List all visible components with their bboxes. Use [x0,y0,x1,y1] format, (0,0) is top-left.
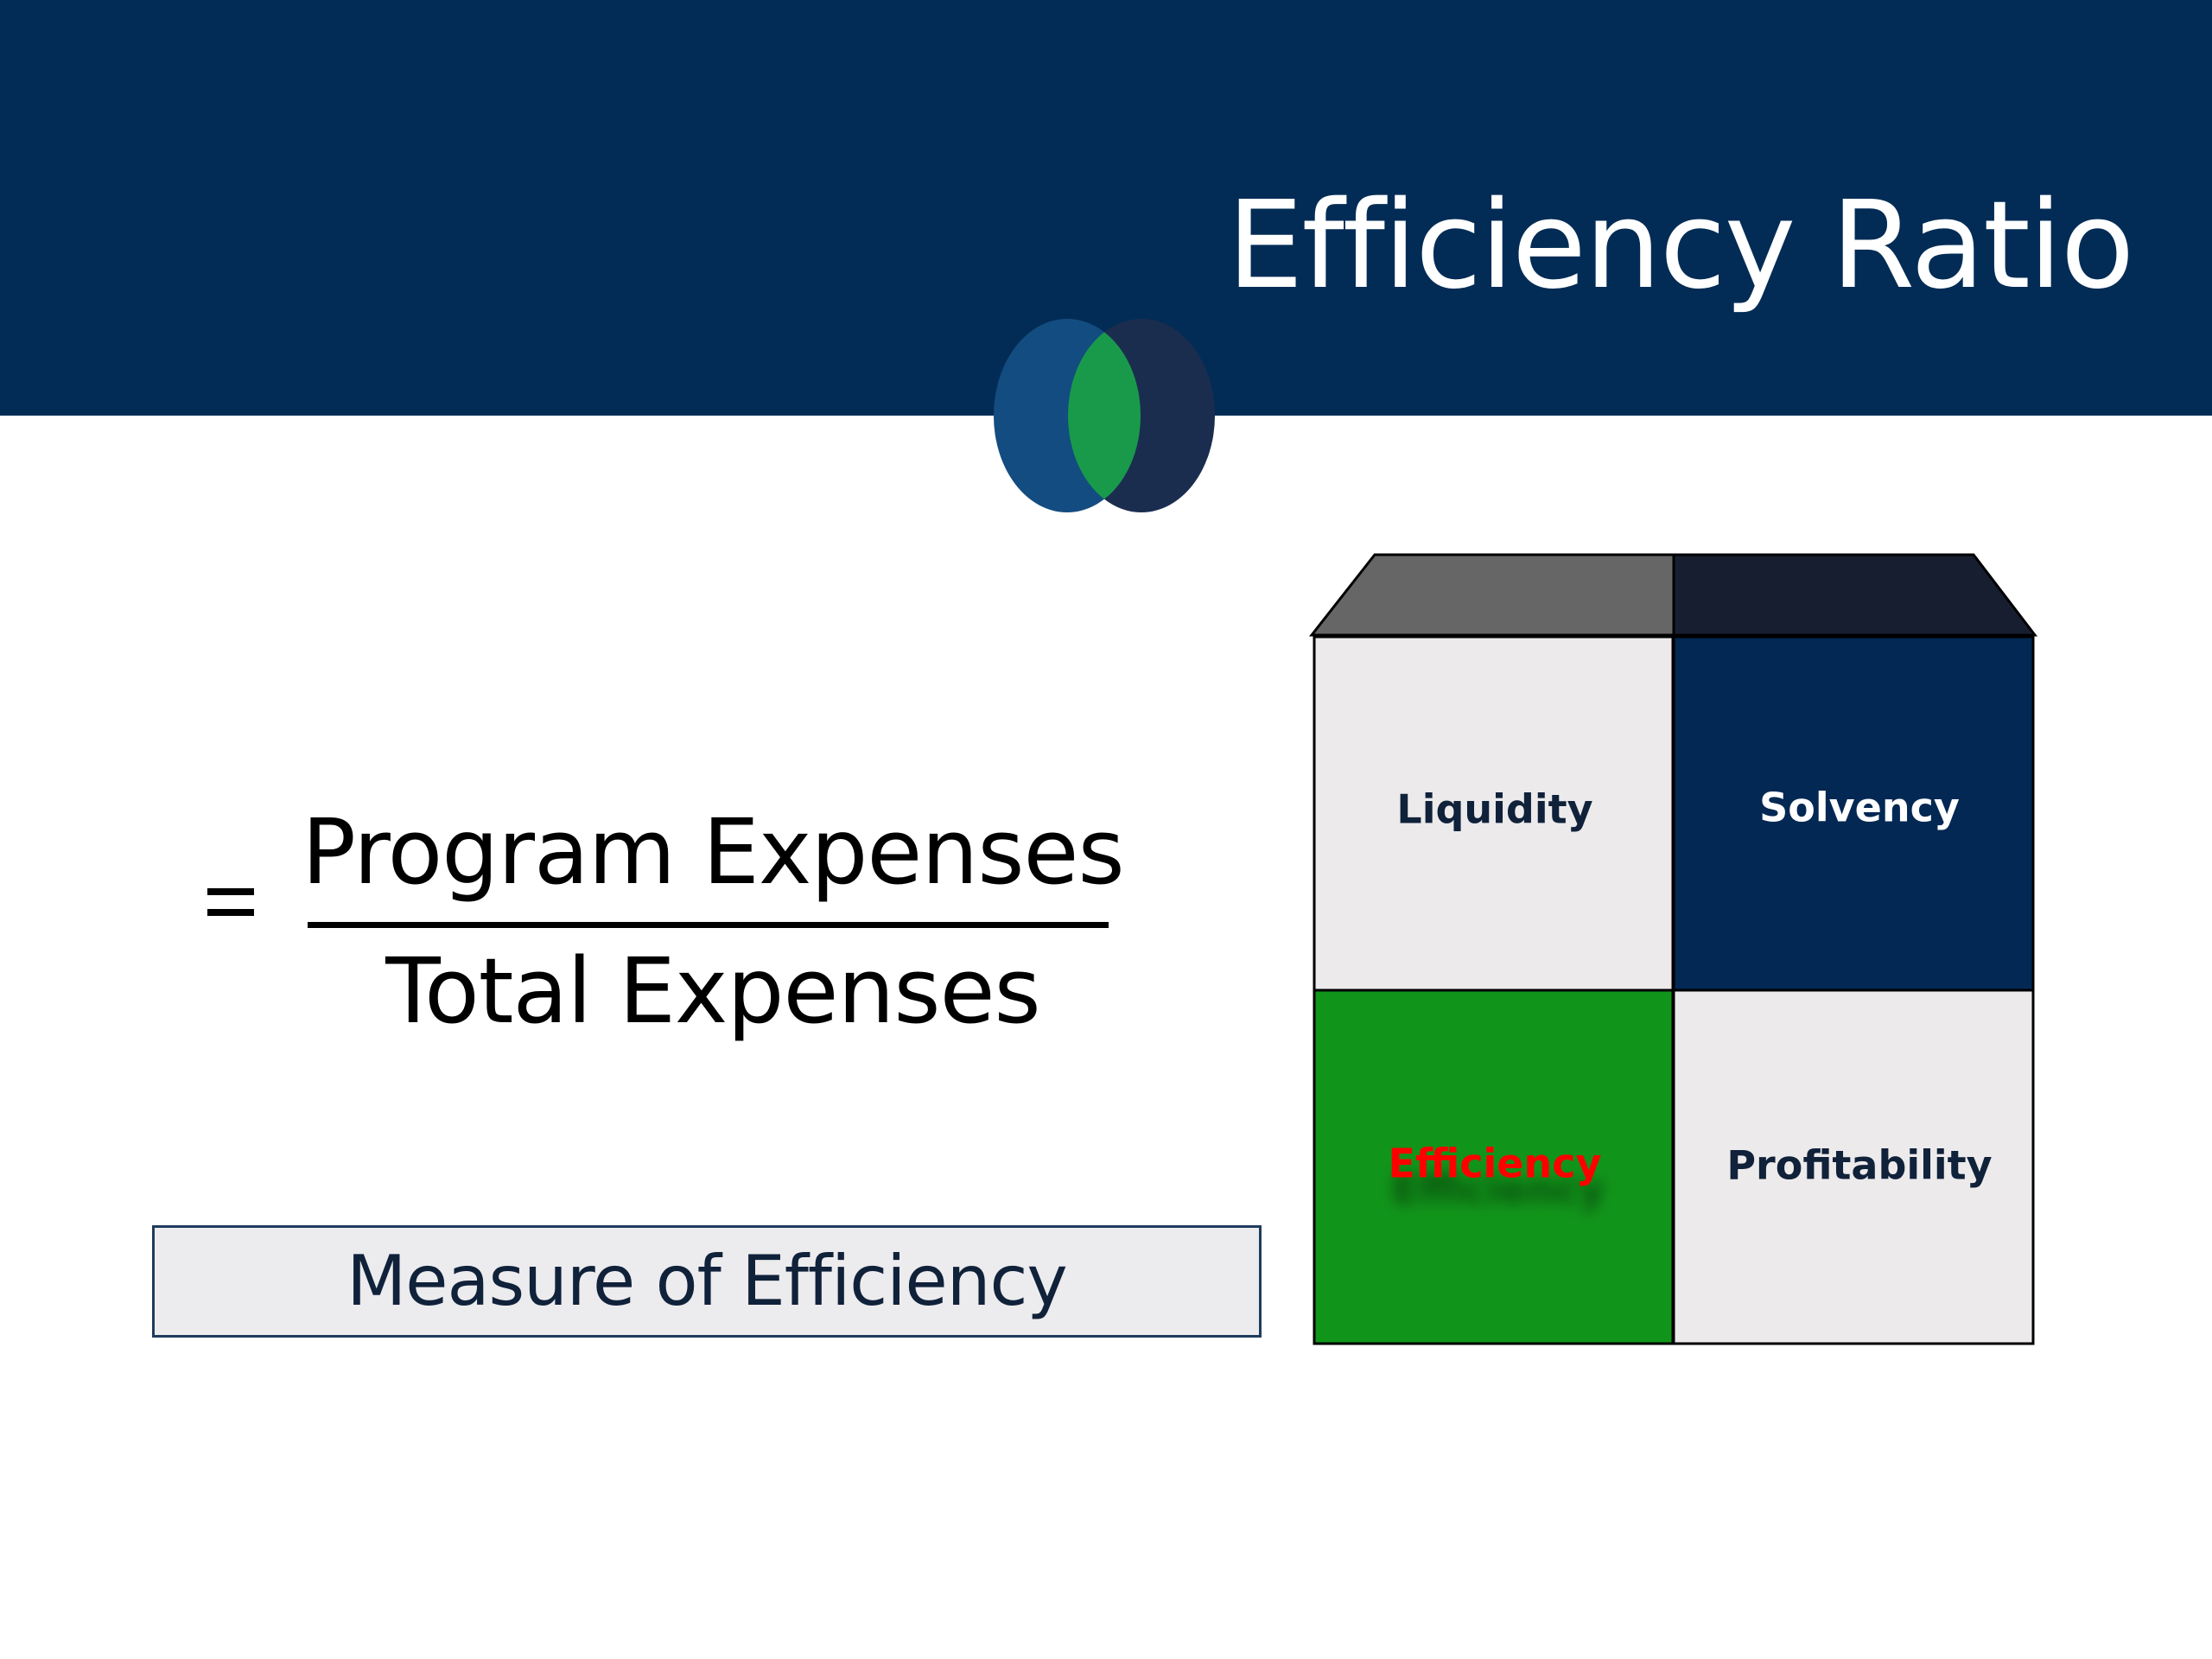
measure-of-efficiency-box: Measure of Efficiency [152,1225,1262,1338]
slide-title: Efficiency Ratio [1227,175,2134,316]
equals-sign-icon [207,888,254,916]
overlapping-circles-logo-icon [994,319,1215,512]
quadrant-efficiency [1313,988,1675,1345]
formula-denominator: Total Expenses [385,938,1040,1044]
box-roof-left [1308,553,1675,637]
box-roof-right [1672,553,2038,637]
quadrant-solvency [1672,635,2035,992]
label-efficiency: Efficiency [1389,1141,1602,1187]
label-liquidity: Liquidity [1396,786,1592,833]
ratio-quadrant-box: Liquidity Solvency Efficiency Profitabil… [1308,553,2038,1345]
label-solvency: Solvency [1759,785,1960,831]
label-profitability: Profitability [1726,1142,1992,1189]
logo-overlap [1068,319,1141,512]
fraction-bar [308,922,1109,928]
formula-numerator: Program Expenses [302,799,1124,905]
quadrant-profitability [1672,988,2035,1345]
